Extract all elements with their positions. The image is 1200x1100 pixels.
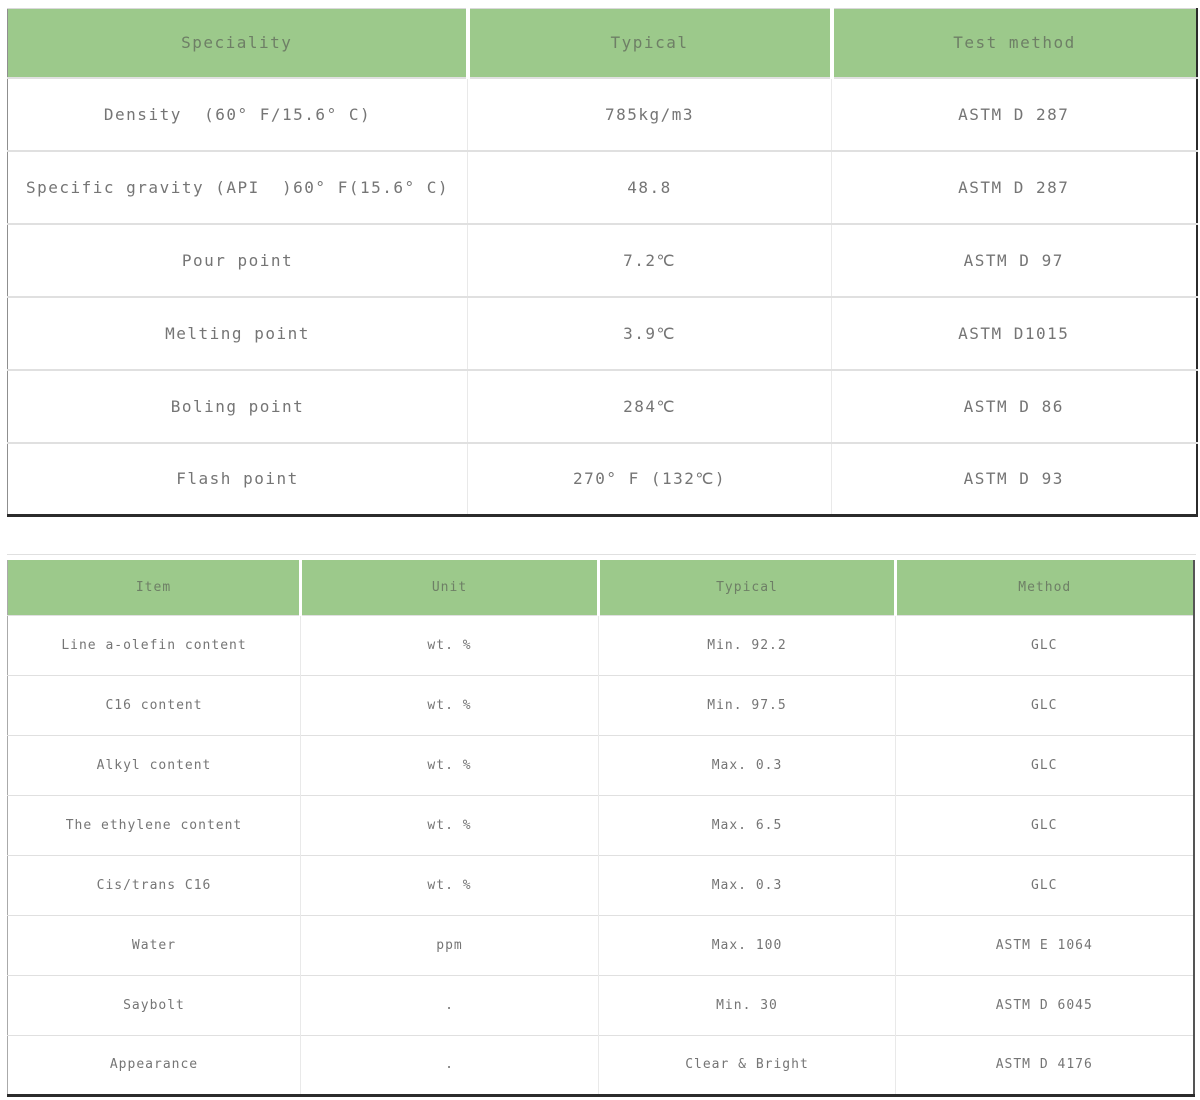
content-table-cell: wt. %	[300, 614, 599, 675]
speciality-table: Speciality Typical Test method Density (60°…	[7, 8, 1198, 517]
content-table-cell: GLC	[895, 854, 1194, 915]
content-table-cell: .	[300, 1034, 599, 1095]
content-table-cell: Line a-olefin content	[7, 614, 301, 675]
content-table-cell: Alkyl content	[7, 734, 301, 795]
spec-table-cell: Flash point	[7, 441, 468, 516]
table-row: Water ppm Max. 100 ASTM E 1064	[7, 914, 1194, 975]
table-row: Density (60° F/15.6° C) 785kg/m3 ASTM D 28…	[7, 76, 1197, 151]
content-table-cell: Min. 30	[598, 974, 896, 1035]
spec-table-cell: ASTM D 93	[831, 441, 1197, 516]
content-table-section: Item Unit Typical Method Line a-olefin conte…	[7, 554, 1196, 1097]
spec-table-cell: 3.9℃	[467, 295, 832, 370]
table-row: Melting point 3.9℃ ASTM D1015	[7, 295, 1197, 370]
content-table-header-cell: Method	[894, 560, 1194, 615]
table-row: Saybolt. Min. 30 ASTM D 6045	[7, 974, 1194, 1035]
content-table-cell: wt. %	[300, 794, 599, 855]
content-table-cell: ASTM E 1064	[895, 914, 1194, 975]
content-table-cell: wt. %	[300, 854, 599, 915]
spec-table-cell: Boling point	[7, 368, 468, 443]
content-table-cell: Min. 92.2	[598, 614, 896, 675]
spec-table-cell: ASTM D 287	[831, 149, 1197, 224]
content-table-header-cell: Item	[7, 560, 301, 615]
table-row: Cis/trans C16 wt. % Max. 0.3 GLC	[7, 854, 1194, 915]
content-table-cell: C16 content	[7, 674, 301, 735]
content-table-cell: wt. %	[300, 674, 599, 735]
spec-table-cell: 284℃	[467, 368, 832, 443]
spec-table-cell: Pour point	[7, 222, 468, 297]
content-table-cell: wt. %	[300, 734, 599, 795]
content-table-cell: GLC	[895, 614, 1194, 675]
spec-table-cell: ASTM D 287	[831, 76, 1197, 151]
spec-table-header-cell: Speciality	[7, 8, 468, 78]
content-table-cell: GLC	[895, 794, 1194, 855]
content-table-cell: Saybolt	[7, 974, 301, 1035]
spec-table-cell: Specific gravity (API )60° F(15.6° C)	[7, 149, 468, 224]
spec-table-cell: Density (60° F/15.6° C)	[7, 76, 468, 151]
content-table-cell: Min. 97.5	[598, 674, 896, 735]
spec-table-cell: ASTM D 97	[831, 222, 1197, 297]
table-row: The ethylene content wt. % Max. 6.5 GLC	[7, 794, 1194, 855]
content-table-header-cell: Unit	[299, 560, 599, 615]
content-table-cell: .	[300, 974, 599, 1035]
table-row: C16 content wt. % Min. 97.5 GLC	[7, 674, 1194, 735]
content-table-cell: The ethylene content	[7, 794, 301, 855]
table-row: Alkyl content wt. % Max. 0.3 GLC	[7, 734, 1194, 795]
content-table-cell: Water	[7, 914, 301, 975]
header-row: Speciality Typical Test method	[7, 8, 1197, 78]
content-table-cell: Max. 0.3	[598, 854, 896, 915]
header-row: Item Unit Typical Method	[7, 560, 1194, 615]
content-table-header-cell: Typical	[597, 560, 896, 615]
spec-table-cell: 785kg/m3	[467, 76, 832, 151]
spec-table-cell: Melting point	[7, 295, 468, 370]
content-table-cell: ASTM D 4176	[895, 1034, 1194, 1095]
table-row: Specific gravity (API )60° F(15.6° C) 48.…	[7, 149, 1197, 224]
content-table-cell: Max. 100	[598, 914, 896, 975]
table-row: Pour point 7.2℃ ASTM D 97	[7, 222, 1197, 297]
spec-table-header-cell: Test method	[829, 8, 1197, 78]
spec-table-cell: 7.2℃	[467, 222, 832, 297]
content-table-cell: Max. 6.5	[598, 794, 896, 855]
spec-table-cell: 48.8	[467, 149, 832, 224]
table-row: Flash point 270° F (132℃) ASTM D 93	[7, 441, 1197, 516]
spec-table-cell: 270° F (132℃)	[467, 441, 832, 516]
content-table-cell: ppm	[300, 914, 599, 975]
content-table: Item Unit Typical Method Line a-olefin conte…	[7, 560, 1195, 1097]
content-table-cell: Max. 0.3	[598, 734, 896, 795]
spec-table-cell: ASTM D 86	[831, 368, 1197, 443]
table-row: Appearance. Clear & Bright ASTM D 4176	[7, 1034, 1194, 1095]
content-table-cell: GLC	[895, 734, 1194, 795]
table-row: Line a-olefin content wt. % Min. 92.2 GLC	[7, 614, 1194, 675]
spec-table-cell: ASTM D1015	[831, 295, 1197, 370]
content-table-cell: GLC	[895, 674, 1194, 735]
content-table-cell: ASTM D 6045	[895, 974, 1194, 1035]
content-table-cell: Clear & Bright	[598, 1034, 896, 1095]
table-row: Boling point 284℃ ASTM D 86	[7, 368, 1197, 443]
spec-table-header-cell: Typical	[465, 8, 832, 78]
content-table-cell: Cis/trans C16	[7, 854, 301, 915]
content-table-cell: Appearance	[7, 1034, 301, 1095]
